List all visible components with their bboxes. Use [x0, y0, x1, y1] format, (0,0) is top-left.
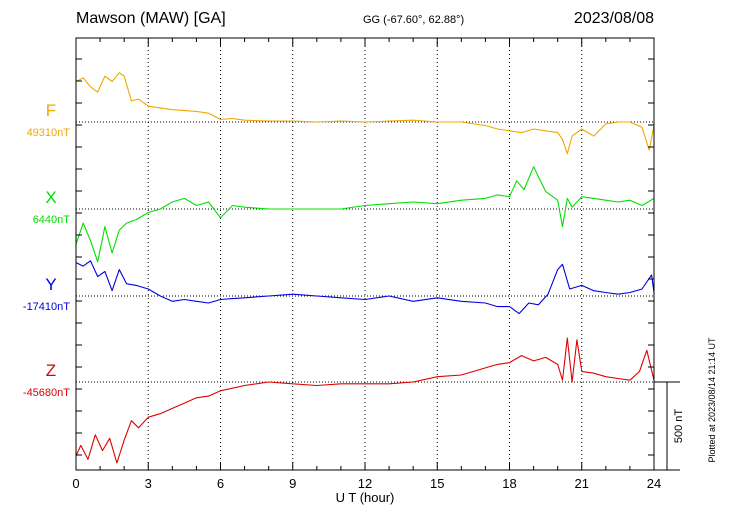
x-tick-label-12: 12: [358, 476, 372, 491]
x-tick-label-3: 3: [145, 476, 152, 491]
x-tick-label-9: 9: [289, 476, 296, 491]
x-tick-label-6: 6: [217, 476, 224, 491]
plotted-at-note: Plotted at 2023/08/14 21:14 UT: [707, 337, 717, 463]
scale-bar-label: 500 nT: [673, 409, 685, 444]
x-tick-label-21: 21: [575, 476, 589, 491]
series-name-Z: Z: [46, 361, 56, 380]
x-tick-label-24: 24: [647, 476, 661, 491]
series-line-Z: [75, 337, 655, 464]
series-name-F: F: [46, 101, 56, 120]
grid: [76, 38, 654, 470]
series-name-Y: Y: [45, 275, 56, 294]
series-line-Y: [75, 260, 655, 315]
baseline-label-Y: -17410nT: [23, 301, 70, 313]
x-tick-label-0: 0: [72, 476, 79, 491]
x-axis-label: U T (hour): [336, 490, 395, 505]
series-name-X: X: [45, 188, 56, 207]
baseline-label-X: 6440nT: [33, 214, 71, 226]
axis-ticks: 0 3 6 9 12 15 18 21 24: [72, 38, 661, 491]
series-line-X: [75, 166, 655, 263]
x-tick-label-15: 15: [430, 476, 444, 491]
baseline-label-F: 49310nT: [27, 127, 71, 139]
series-labels: F 49310nT X 6440nT Y -17410nT Z -45680nT: [23, 101, 70, 399]
baseline-label-Z: -45680nT: [23, 387, 70, 399]
x-tick-label-18: 18: [502, 476, 516, 491]
coordinates-label: GG (-67.60°, 62.88°): [363, 14, 465, 26]
station-title: Mawson (MAW) [GA]: [76, 10, 226, 27]
series-line-F: [75, 72, 655, 155]
scale-bar: 500 nT: [654, 381, 685, 471]
date-label: 2023/08/08: [573, 10, 654, 27]
series-lines: [75, 72, 655, 464]
